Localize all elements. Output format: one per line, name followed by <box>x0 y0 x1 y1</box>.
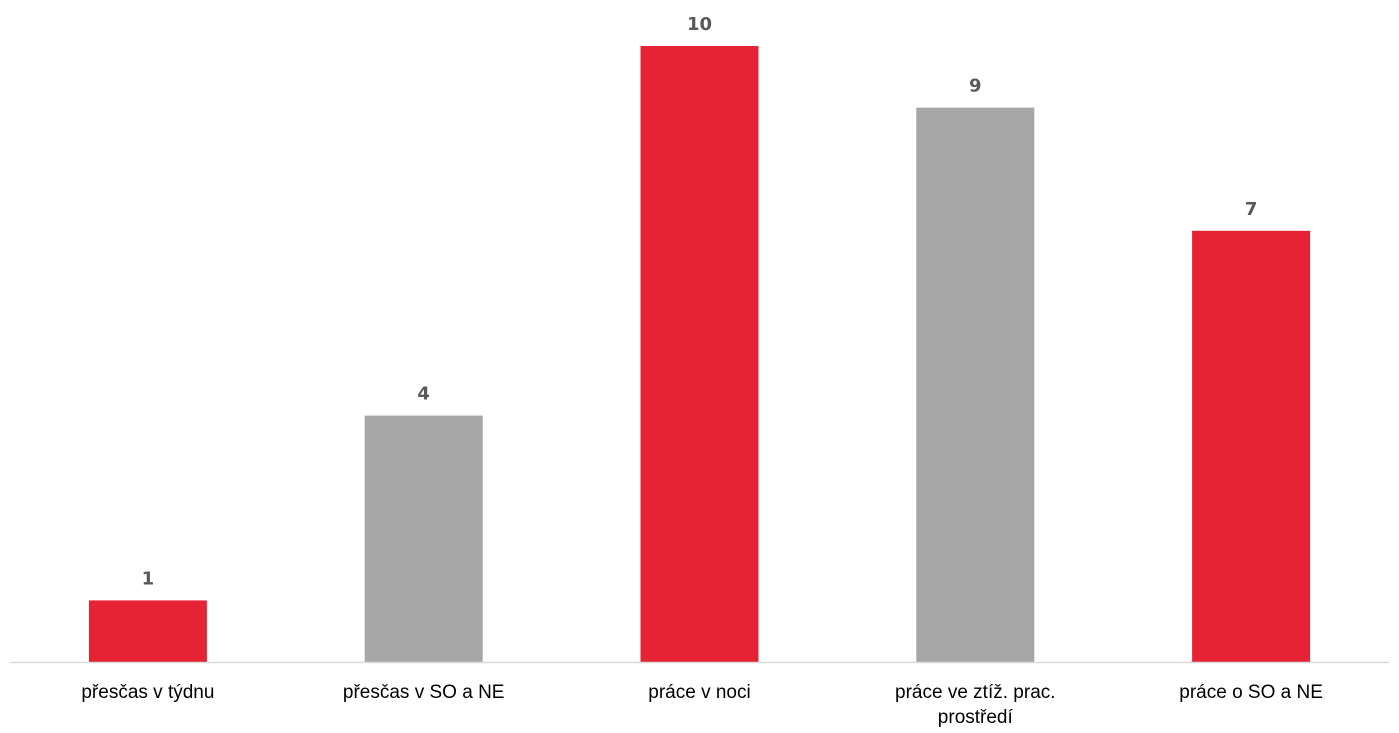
bar-value-label: 9 <box>969 76 982 97</box>
bar-value-label: 7 <box>1245 199 1258 220</box>
category-label-line: práce ve ztíž. prac. <box>895 682 1056 703</box>
category-label: práce v noci <box>648 682 750 703</box>
bar-4 <box>916 107 1035 663</box>
bars-group <box>88 46 1311 663</box>
category-label-line: prostředí <box>938 707 1014 728</box>
category-label: práce o SO a NE <box>1179 682 1323 703</box>
bar-value-label: 4 <box>417 384 430 405</box>
category-label: přesčas v týdnu <box>81 682 214 703</box>
category-label-line: práce o SO a NE <box>1179 682 1323 703</box>
bar-value-label: 10 <box>687 14 712 35</box>
category-label-line: přesčas v SO a NE <box>343 682 505 703</box>
bar-1 <box>88 600 207 662</box>
bar-value-label: 1 <box>142 568 155 589</box>
bar-5 <box>1192 230 1311 663</box>
category-labels-group: přesčas v týdnu přesčas v SO a NE práce v … <box>81 682 1323 728</box>
value-labels-group: 1 4 10 9 7 <box>142 14 1258 589</box>
category-label: práce ve ztíž. prac. prostředí <box>895 682 1056 728</box>
bar-2 <box>364 415 483 662</box>
category-label: přesčas v SO a NE <box>343 682 505 703</box>
category-label-line: přesčas v týdnu <box>81 682 214 703</box>
category-label-line: práce v noci <box>648 682 750 703</box>
bar-3 <box>640 46 759 662</box>
